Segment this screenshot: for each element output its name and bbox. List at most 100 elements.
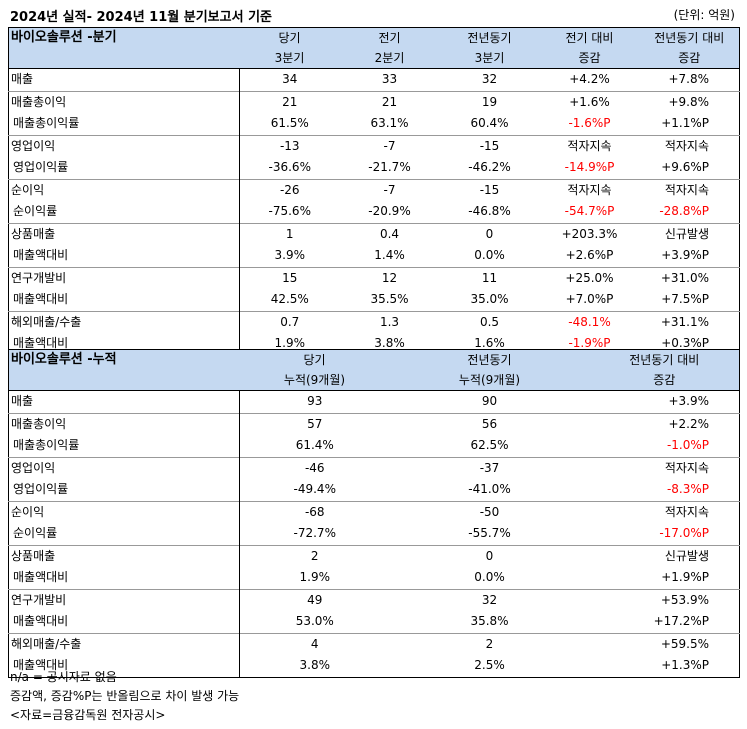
table-row: 매출총이익 57 56 +2.2% — [8, 412, 740, 435]
unit-label: (단위: 억원) — [673, 8, 735, 22]
cell-value: 61.5% — [270, 116, 309, 130]
cell-value: 32 — [439, 68, 540, 91]
cell-value: +2.2% — [589, 412, 740, 435]
cell-value: 56 — [389, 412, 590, 435]
column-header-sub: 누적(9개월) — [389, 370, 590, 391]
cell-value: 0 — [389, 544, 590, 567]
table-row: 매출액대비 42.5% 35.5% 35.0% +7.0%P +7.5%P — [8, 289, 740, 311]
cell-value: 1.9% — [299, 570, 331, 584]
cell-value: +7.0%P — [565, 292, 614, 306]
row-label: 매출액대비 — [8, 289, 240, 311]
row-label: 매출액대비 — [8, 655, 240, 677]
row-label: 해외매출/수출 — [8, 310, 240, 333]
cell-value: 적자지속 — [639, 178, 740, 201]
cell-value: +9.6%P — [661, 160, 709, 174]
cell-value: +4.2% — [539, 68, 640, 91]
row-label: 매출총이익 — [8, 90, 240, 113]
row-label: 매출총이익 — [8, 412, 240, 435]
cell-value: +1.3%P — [661, 658, 709, 672]
cell-value: -1.9%P — [568, 336, 611, 350]
header-blank — [8, 370, 240, 391]
table-row: 연구개발비 15 12 11 +25.0% +31.0% — [8, 266, 740, 289]
cell-value: 61.4% — [295, 438, 334, 452]
table-row: 매출총이익률 61.5% 63.1% 60.4% -1.6%P +1.1%P — [8, 113, 740, 135]
column-header-sub: 증감 — [639, 48, 740, 69]
cell-value: 33 — [339, 68, 440, 91]
cell-value: -1.6%P — [568, 116, 611, 130]
row-label: 매출총이익률 — [8, 435, 240, 457]
column-header: 전기 — [339, 27, 440, 48]
row-label: 순이익률 — [8, 201, 240, 223]
column-header-sub: 증감 — [539, 48, 640, 69]
row-label: 매출액대비 — [8, 611, 240, 633]
footnote: 증감액, 증감%P는 반올림으로 차이 발생 가능 — [10, 689, 240, 703]
cell-value: 적자지속 — [539, 178, 640, 201]
section-title: 바이오솔루션 -분기 — [8, 27, 240, 48]
footnotes: n/a = 공시자료 없음 증감액, 증감%P는 반올림으로 차이 발생 가능 … — [10, 668, 239, 725]
cell-value: 12 — [339, 266, 440, 289]
cell-value: 11 — [439, 266, 540, 289]
row-label: 연구개발비 — [8, 588, 240, 611]
row-label: 매출액대비 — [8, 245, 240, 267]
column-header-sub: 3분기 — [439, 48, 540, 69]
cell-value: +0.3%P — [661, 336, 709, 350]
cell-value: -21.7% — [368, 160, 411, 174]
table-row: 영업이익 -13 -7 -15 적자지속 적자지속 — [8, 134, 740, 157]
row-label: 영업이익 — [8, 456, 240, 479]
cell-value: -13 — [239, 134, 340, 157]
cell-value: 1.9% — [274, 336, 306, 350]
cell-value: +7.8% — [639, 68, 740, 91]
footnote: <자료=금융감독원 전자공시> — [10, 708, 166, 722]
cell-value: +31.0% — [639, 266, 740, 289]
column-header: 전년동기 대비 — [639, 27, 740, 48]
column-header-sub: 누적(9개월) — [239, 370, 390, 391]
cell-value: 적자지속 — [539, 134, 640, 157]
cell-value: 적자지속 — [589, 456, 740, 479]
cell-value: -28.8%P — [659, 204, 709, 218]
cell-value: 1 — [239, 222, 340, 245]
cell-value: 42.5% — [270, 292, 309, 306]
cell-value: -1.0%P — [666, 438, 709, 452]
cell-value: +1.6% — [539, 90, 640, 113]
table-row: 매출총이익률 61.4% 62.5% -1.0%P — [8, 435, 740, 457]
table-row: 영업이익률 -49.4% -41.0% -8.3%P — [8, 479, 740, 501]
table-row: 매출총이익 21 21 19 +1.6% +9.8% — [8, 90, 740, 113]
cell-value: 2.5% — [474, 658, 505, 672]
row-label: 영업이익률 — [8, 157, 240, 179]
row-label: 매출 — [8, 390, 240, 413]
cell-value: -7 — [339, 134, 440, 157]
cell-value: -46.8% — [468, 204, 511, 218]
cell-value: 0 — [439, 222, 540, 245]
cell-value: 19 — [439, 90, 540, 113]
cell-value: -49.4% — [293, 482, 336, 496]
cell-value: -15 — [439, 134, 540, 157]
column-header: 전년동기 — [389, 349, 590, 370]
cell-value: -8.3%P — [666, 482, 709, 496]
cell-value: 4 — [239, 632, 390, 655]
cell-value: -68 — [239, 500, 390, 523]
row-label: 순이익 — [8, 500, 240, 523]
table-row: 매출액대비 1.9% 0.0% +1.9%P — [8, 567, 740, 589]
table-row: 순이익률 -72.7% -55.7% -17.0%P — [8, 523, 740, 545]
table-row: 순이익 -26 -7 -15 적자지속 적자지속 — [8, 178, 740, 201]
cell-value: 1.3 — [339, 310, 440, 333]
cell-value: +31.1% — [639, 310, 740, 333]
cell-value: 2 — [389, 632, 590, 655]
cell-value: -41.0% — [468, 482, 511, 496]
cell-value: -26 — [239, 178, 340, 201]
row-label: 영업이익률 — [8, 479, 240, 501]
table-row: 해외매출/수출 4 2 +59.5% — [8, 632, 740, 655]
row-label: 순이익률 — [8, 523, 240, 545]
cell-value: 신규발생 — [639, 222, 740, 245]
row-label: 상품매출 — [8, 544, 240, 567]
cell-value: -48.1% — [539, 310, 640, 333]
table-row: 매출액대비 3.9% 1.4% 0.0% +2.6%P +3.9%P — [8, 245, 740, 267]
table-row: 해외매출/수출 0.7 1.3 0.5 -48.1% +31.1% — [8, 310, 740, 333]
column-header: 전년동기 대비 — [589, 349, 740, 370]
cell-value: 60.4% — [470, 116, 509, 130]
row-label: 상품매출 — [8, 222, 240, 245]
row-label: 연구개발비 — [8, 266, 240, 289]
table-row: 매출 93 90 +3.9% — [8, 390, 740, 413]
cell-value: +17.2%P — [653, 614, 709, 628]
quarterly-table: 바이오솔루션 -분기 당기 전기 전년동기 전기 대비 전년동기 대비 3분기 2분기 3분기 증… — [8, 27, 740, 356]
